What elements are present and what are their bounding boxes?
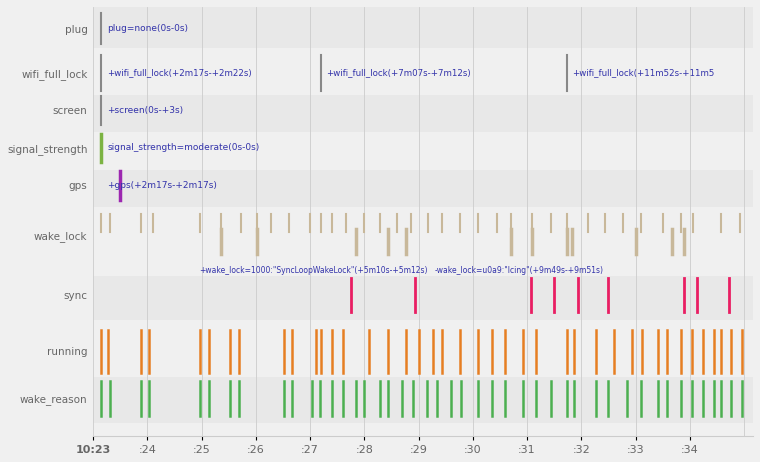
Bar (93, 170, 753, 207)
Text: +gps(+2m17s-+2m17s): +gps(+2m17s-+2m17s) (107, 181, 217, 190)
Text: signal_strength=moderate(0s-0s): signal_strength=moderate(0s-0s) (107, 143, 260, 152)
Bar (93, 377, 753, 424)
Bar (93, 132, 753, 170)
Text: +wifi_full_lock(+2m17s-+2m22s): +wifi_full_lock(+2m17s-+2m22s) (107, 68, 252, 77)
Text: plug=none(0s-0s): plug=none(0s-0s) (107, 24, 188, 33)
Bar (93, 320, 753, 377)
Text: +wifi_full_lock(+7m07s-+7m12s): +wifi_full_lock(+7m07s-+7m12s) (326, 68, 471, 77)
Text: -wake_lock=u0a9:"Icing"(+9m49s-+9m51s): -wake_lock=u0a9:"Icing"(+9m49s-+9m51s) (435, 266, 603, 275)
Bar (93, 95, 753, 132)
Bar (93, 48, 753, 95)
Bar (93, 276, 753, 320)
Bar (93, 7, 753, 48)
Text: +wifi_full_lock(+11m52s-+11m5: +wifi_full_lock(+11m52s-+11m5 (572, 68, 714, 77)
Text: +screen(0s-+3s): +screen(0s-+3s) (107, 106, 184, 115)
Text: +wake_lock=1000:"SyncLoopWakeLock"(+5m10s-+5m12s): +wake_lock=1000:"SyncLoopWakeLock"(+5m10… (200, 266, 428, 275)
Bar (93, 207, 753, 276)
